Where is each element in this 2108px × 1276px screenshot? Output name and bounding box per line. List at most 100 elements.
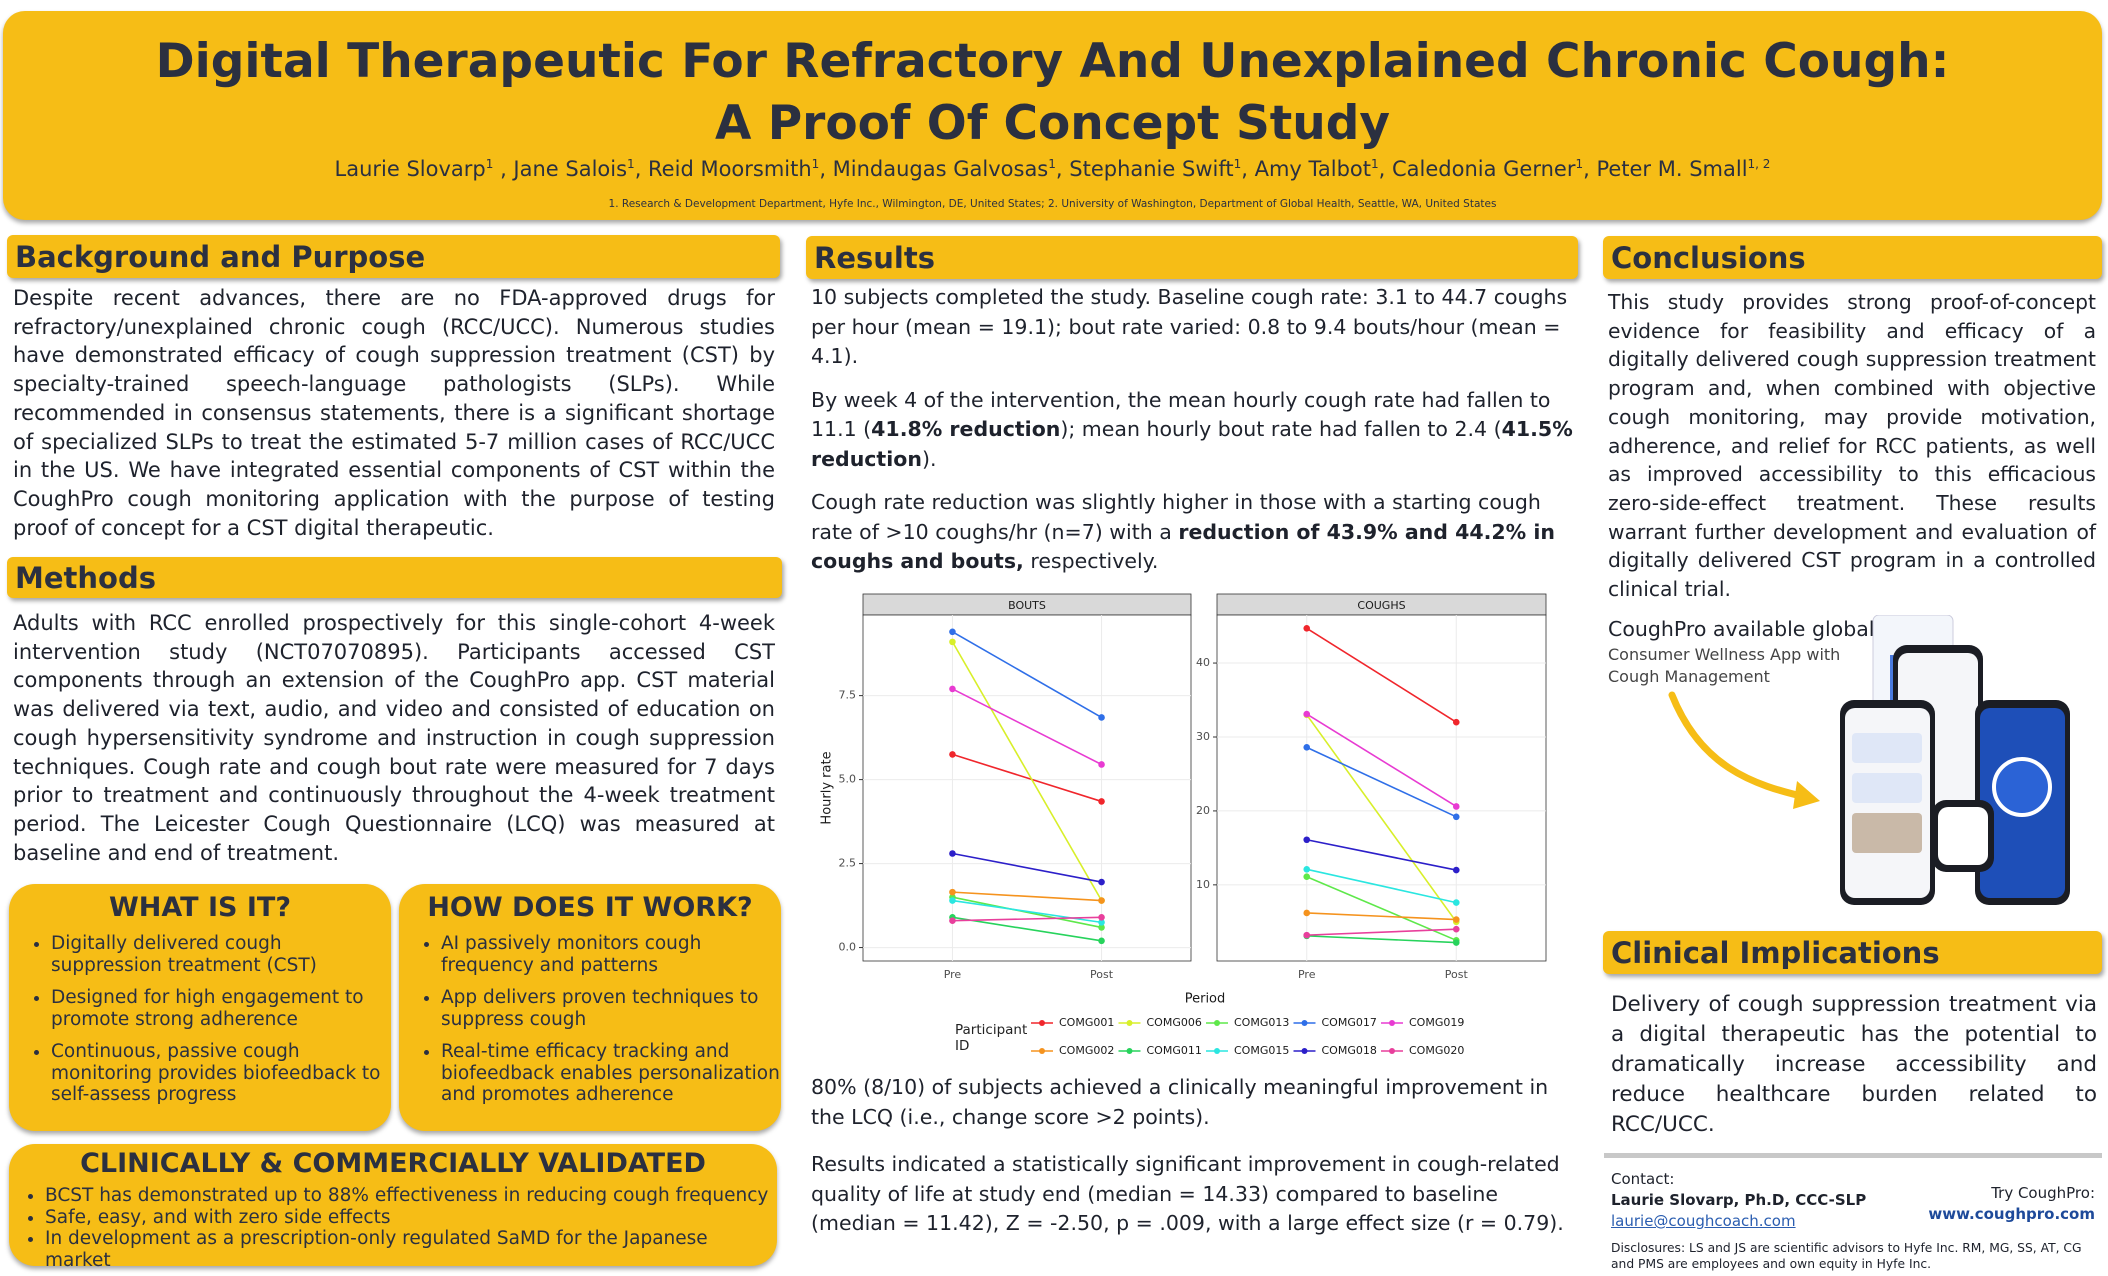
email-link[interactable]: laurie@coughcoach.com	[1611, 1212, 1796, 1230]
text-run: Results indicated a statistically signif…	[811, 1152, 1564, 1235]
results-text-top: 10 subjects completed the study. Baselin…	[811, 283, 1576, 591]
text-run-bold: reduction of 43.9% and 44.2% in coughs a…	[811, 519, 1555, 574]
card-item: AI passively monitors cough frequency an…	[441, 933, 781, 976]
series-point	[1303, 710, 1311, 718]
card-item: Designed for high engagement to promote …	[51, 987, 391, 1030]
card-item: Digitally delivered cough suppression tr…	[51, 933, 391, 976]
author-sup: 1	[1048, 157, 1056, 171]
deco	[1852, 733, 1922, 763]
contact-name: Laurie Slovarp, Ph.D, CCC-SLP	[1611, 1191, 1867, 1209]
legend-dot	[1126, 1048, 1133, 1054]
series-line	[951, 641, 1103, 901]
affiliations: 1. Research & Development Department, Hy…	[608, 198, 1497, 210]
y-tick-label: 7.5	[839, 689, 857, 702]
series-point	[949, 751, 956, 758]
series-point	[1303, 744, 1311, 751]
legend-dot	[1039, 1048, 1045, 1054]
card-item: App delivers proven techniques to suppre…	[441, 987, 781, 1030]
disclosures: Disclosures: LS and JS are scientific ad…	[1611, 1241, 2082, 1271]
author-sup: 1	[811, 157, 820, 171]
series-point	[1303, 836, 1311, 844]
card-item: Continuous, passive cough monitoring pro…	[51, 1041, 391, 1106]
x-tick-label: Post	[1445, 968, 1469, 981]
author-sup: 1	[1575, 157, 1584, 171]
series-line	[952, 891, 1102, 902]
card-item: Safe, easy, and with zero side effects	[45, 1207, 777, 1229]
app-title: CoughPro available globally	[1608, 617, 1893, 641]
legend-label: COMG002	[1059, 1044, 1114, 1057]
watch-screen	[1938, 807, 1988, 865]
series-point	[1303, 866, 1311, 873]
series-line	[1306, 746, 1457, 818]
x-axis-label: Period	[1185, 992, 1226, 1007]
author-sup: 1, 2	[1747, 157, 1771, 171]
series-point	[949, 685, 956, 693]
results-chart: BOUTS 0.0 2.5 5.0 7.5 Pre Post COUGHS 10 20 30 40 Pr…	[820, 593, 1547, 1057]
methods-text: Adults with RCC enrolled prospectively f…	[13, 611, 775, 865]
panel-bg	[862, 614, 1192, 962]
series-point	[1098, 798, 1105, 805]
series-line	[952, 631, 1102, 719]
text-run: 80% (8/10) of subjects achieved a clinic…	[811, 1075, 1549, 1129]
text-run-bold: 41.5% reduction	[811, 417, 1573, 471]
series-line	[1306, 935, 1457, 944]
series-point	[949, 897, 956, 904]
series-line	[1306, 714, 1457, 923]
conclusions-text: This study provides strong proof-of-conc…	[1608, 290, 2096, 602]
background-text: Despite recent advances, there are no FD…	[13, 286, 775, 540]
series-point	[1452, 813, 1460, 821]
author-sup: 1	[485, 157, 494, 171]
try-app: Try CoughPro: www.coughpro.com	[1830, 1183, 2095, 1225]
separator	[1604, 1153, 2102, 1158]
results-paragraph: By week 4 of the intervention, the mean …	[811, 386, 1576, 475]
series-point	[1098, 897, 1105, 904]
legend-label: COMG006	[1147, 1016, 1202, 1029]
legend-label: COMG018	[1322, 1044, 1377, 1057]
x-tick-label: Pre	[1298, 968, 1316, 981]
author: , Reid Moorsmith	[634, 157, 812, 181]
card-item: BCST has demonstrated up to 88% effectiv…	[45, 1185, 777, 1207]
card-list: Digitally delivered cough suppression tr…	[9, 933, 391, 1106]
author: , Peter M. Small	[1583, 157, 1748, 181]
panel-title: COUGHS	[1357, 599, 1405, 612]
text-run: Cough rate reduction was slightly higher…	[811, 490, 1541, 544]
series-line	[952, 896, 1102, 929]
legend-label: COMG011	[1147, 1044, 1202, 1057]
section-heading: Methods	[7, 557, 782, 598]
series-point	[949, 850, 956, 857]
author: , Mindaugas Galvosas	[819, 157, 1049, 181]
series-line	[1306, 838, 1457, 871]
series-point	[949, 917, 956, 924]
series-point	[1452, 899, 1460, 906]
y-tick-label: 2.5	[839, 857, 857, 870]
legend-dot	[1126, 1020, 1133, 1026]
series-point	[1098, 761, 1105, 768]
try-label: Try CoughPro:	[1991, 1184, 2095, 1202]
caption-line: Consumer Wellness App with	[1608, 645, 1841, 664]
results-paragraph: 80% (8/10) of subjects achieved a clinic…	[811, 1073, 1576, 1132]
series-line	[1306, 928, 1457, 936]
author-sup: 1	[1370, 157, 1379, 171]
legend-label: COMG019	[1409, 1016, 1464, 1029]
series-point	[1098, 914, 1105, 921]
series-point	[949, 888, 956, 896]
legend-dot	[1389, 1020, 1395, 1026]
x-tick-label: Pre	[944, 968, 962, 981]
section-heading: Clinical Implications	[1603, 931, 2102, 974]
x-tick-label: Post	[1090, 968, 1114, 981]
series-point	[1452, 925, 1460, 933]
y-tick-label: 10	[1196, 878, 1210, 891]
series-point	[1303, 931, 1311, 939]
author: , Caledonia Gerner	[1378, 157, 1576, 181]
legend-dot	[1214, 1020, 1220, 1026]
website[interactable]: www.coughpro.com	[1928, 1205, 2095, 1223]
what-card: WHAT IS IT? Digitally delivered cough su…	[9, 884, 391, 1131]
legend-dot	[1214, 1048, 1220, 1054]
legend-dot	[1039, 1020, 1045, 1026]
title: Digital Therapeutic For Refractory And U…	[3, 31, 2102, 155]
panel-title: BOUTS	[1008, 599, 1046, 612]
series-line	[952, 916, 1102, 922]
text-run: ).	[921, 446, 937, 471]
text-run: ); mean hourly bout rate had fallen to 2…	[1060, 417, 1502, 441]
